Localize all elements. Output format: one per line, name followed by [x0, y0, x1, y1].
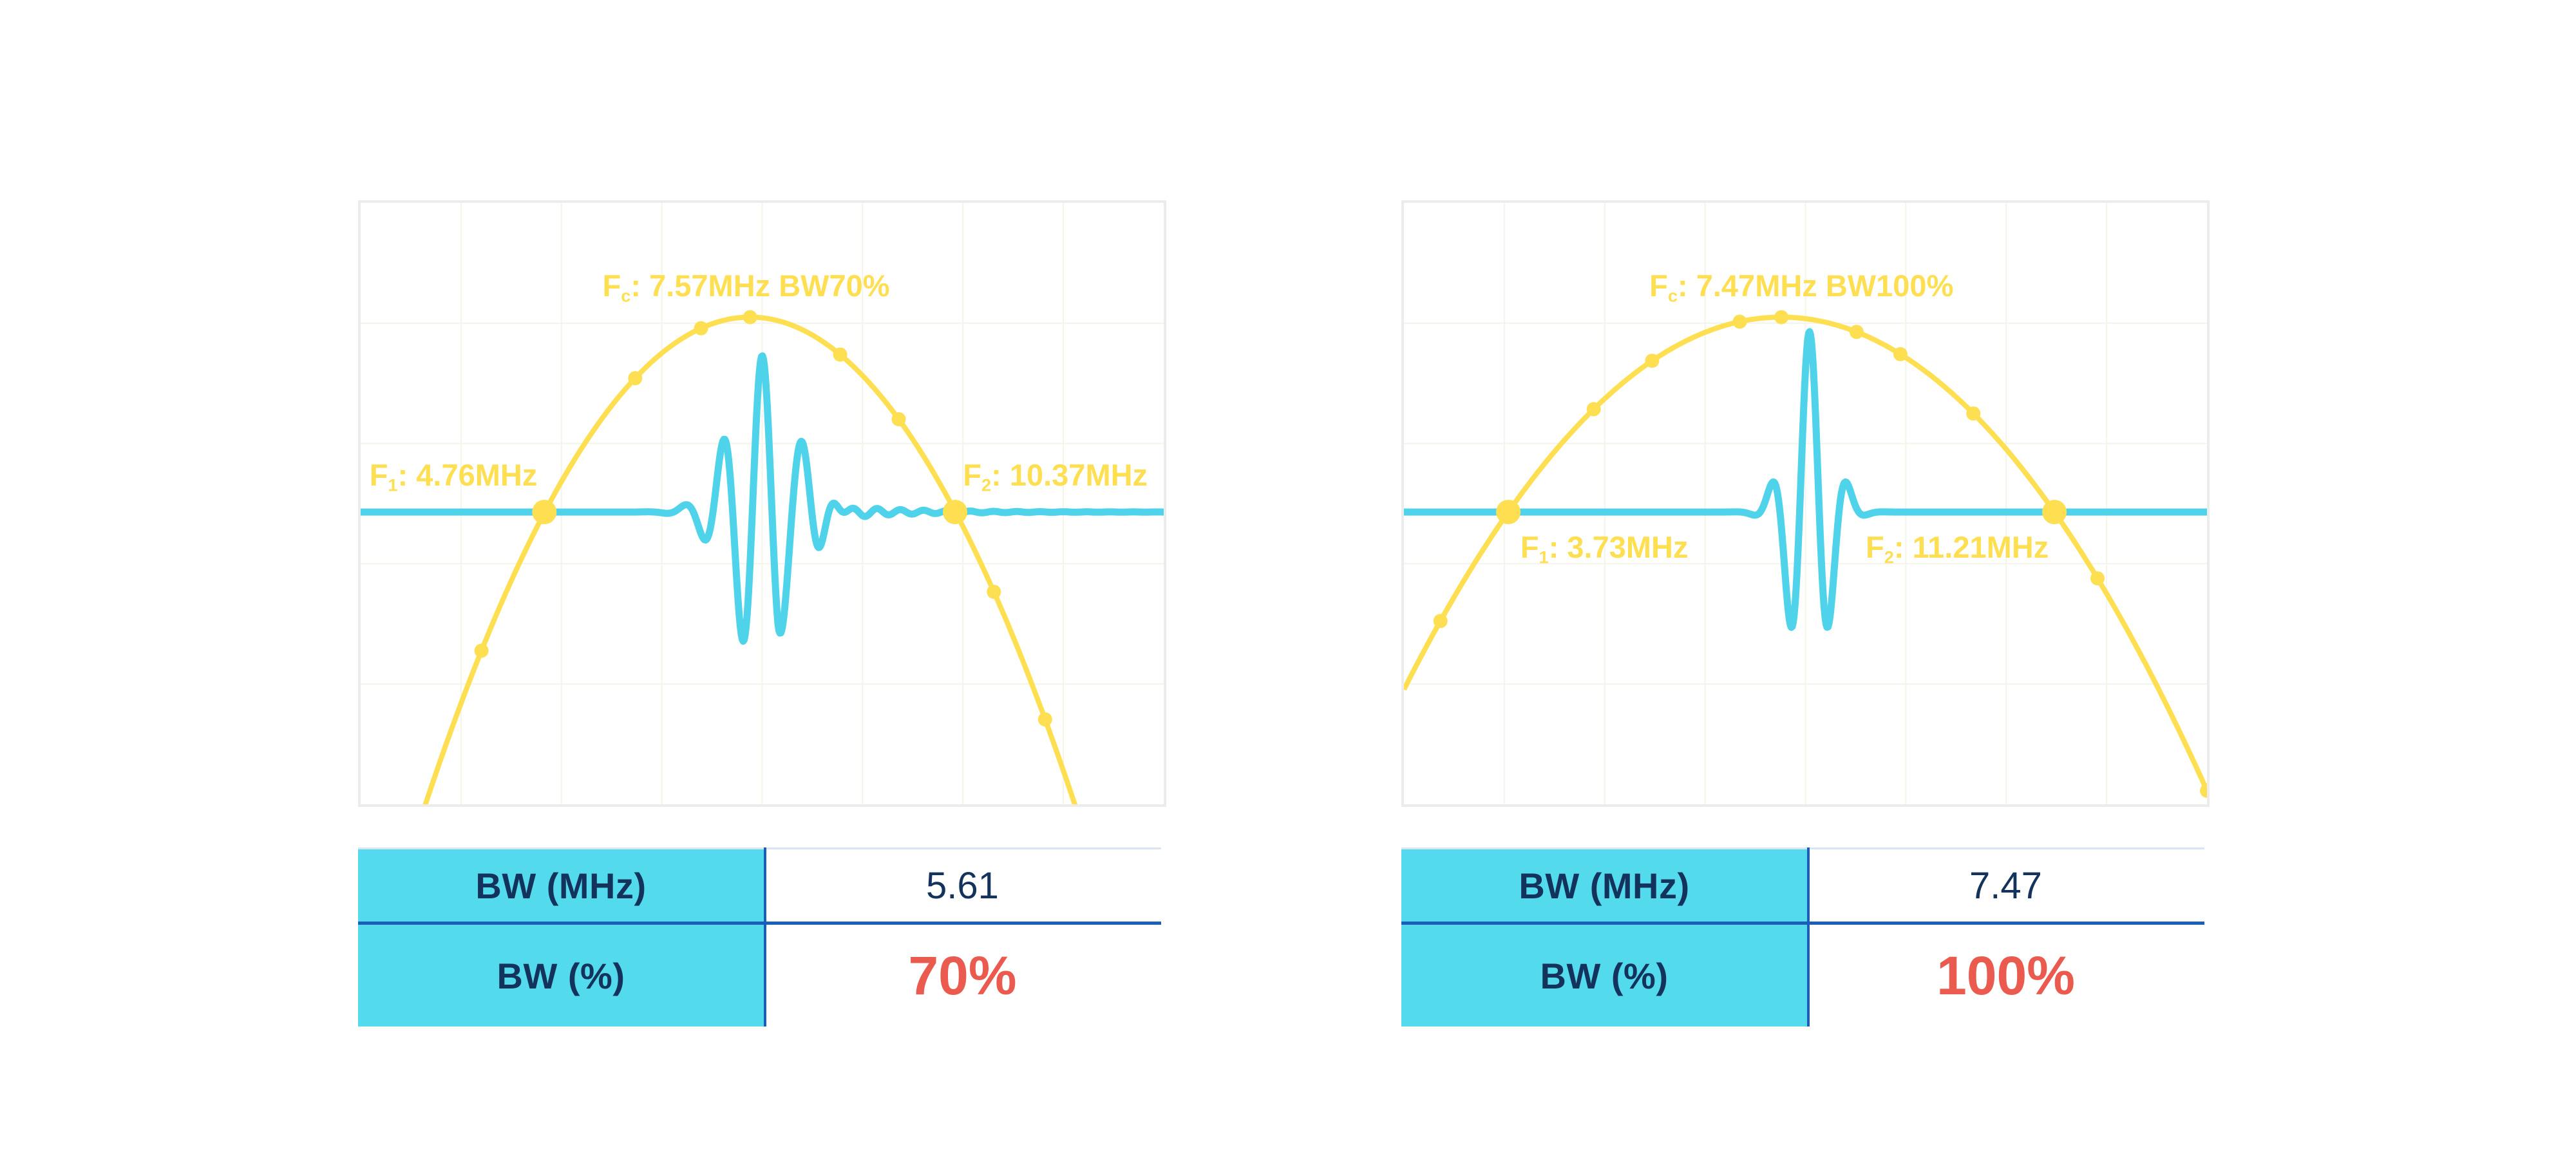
fc-label-sub: c — [621, 285, 631, 306]
table-mid-rule — [1401, 922, 2204, 925]
spectrum-plot — [1404, 203, 2207, 804]
f2-label-text: F — [1866, 530, 1884, 565]
f1-annotation: F1: 4.76MHz — [370, 459, 538, 495]
figure-panel-100pct: Fc: 7.47MHz BW100% F1: 3.73MHz F2: 11.21… — [1401, 200, 2210, 1026]
bw-mhz-label-cell: BW (MHz) — [358, 849, 764, 922]
bw-pct-label-cell: BW (%) — [358, 925, 764, 1026]
table-row: BW (MHz) 7.47 — [1401, 849, 2204, 922]
f1-label-sub: 1 — [388, 475, 398, 495]
fc-label-text: F — [602, 268, 621, 303]
fc-annotation: Fc: 7.57MHz BW70% — [603, 269, 890, 306]
table-top-rule — [1401, 847, 2204, 849]
spectrum-chart: Fc: 7.57MHz BW70% F1: 4.76MHz F2: 10.37M… — [358, 200, 1166, 807]
f2-annotation: F2: 11.21MHz — [1866, 531, 2049, 567]
table-mid-rule — [358, 922, 1161, 925]
spectrum-plot — [361, 203, 1164, 804]
fc-label-value: : 7.47MHz BW100% — [1678, 268, 1954, 303]
f1-label-text: F — [369, 457, 388, 492]
f2-label-value: : 11.21MHz — [1893, 530, 2049, 565]
spectrum-chart: Fc: 7.47MHz BW100% F1: 3.73MHz F2: 11.21… — [1401, 200, 2210, 807]
fc-label-sub: c — [1667, 285, 1678, 306]
bw-table: BW (MHz) 7.47 BW (%) 100% — [1401, 847, 2204, 1026]
table-top-rule — [358, 847, 1161, 849]
f2-label-text: F — [963, 457, 981, 492]
f2-label-sub: 2 — [1884, 547, 1894, 567]
bw-pct-label-cell: BW (%) — [1401, 925, 1807, 1026]
bw-pct-value-cell: 100% — [1937, 945, 2075, 1006]
f1-label-value: : 3.73MHz — [1548, 530, 1689, 565]
fc-label-value: : 7.57MHz BW70% — [630, 268, 890, 303]
f1-label-sub: 1 — [1539, 547, 1549, 567]
table-column-divider — [1807, 847, 1810, 1026]
table-row: BW (MHz) 5.61 — [358, 849, 1161, 922]
f2-annotation: F2: 10.37MHz — [963, 459, 1148, 495]
bw-mhz-label-cell: BW (MHz) — [1401, 849, 1807, 922]
bw-mhz-value-cell: 7.47 — [1969, 864, 2042, 907]
f1-label-value: : 4.76MHz — [397, 457, 538, 492]
bw-mhz-value-cell: 5.61 — [926, 864, 999, 907]
f2-label-value: : 10.37MHz — [991, 457, 1148, 492]
table-row: BW (%) 100% — [1401, 925, 2204, 1026]
f2-label-sub: 2 — [981, 475, 992, 495]
fc-annotation: Fc: 7.47MHz BW100% — [1649, 269, 1953, 306]
figure-panel-70pct: Fc: 7.57MHz BW70% F1: 4.76MHz F2: 10.37M… — [358, 200, 1166, 1026]
f1-label-text: F — [1520, 530, 1539, 565]
table-column-divider — [764, 847, 766, 1026]
bw-pct-value-cell: 70% — [908, 945, 1017, 1006]
f1-annotation: F1: 3.73MHz — [1520, 531, 1689, 567]
fc-label-text: F — [1649, 268, 1668, 303]
bw-table: BW (MHz) 5.61 BW (%) 70% — [358, 847, 1161, 1026]
table-row: BW (%) 70% — [358, 925, 1161, 1026]
